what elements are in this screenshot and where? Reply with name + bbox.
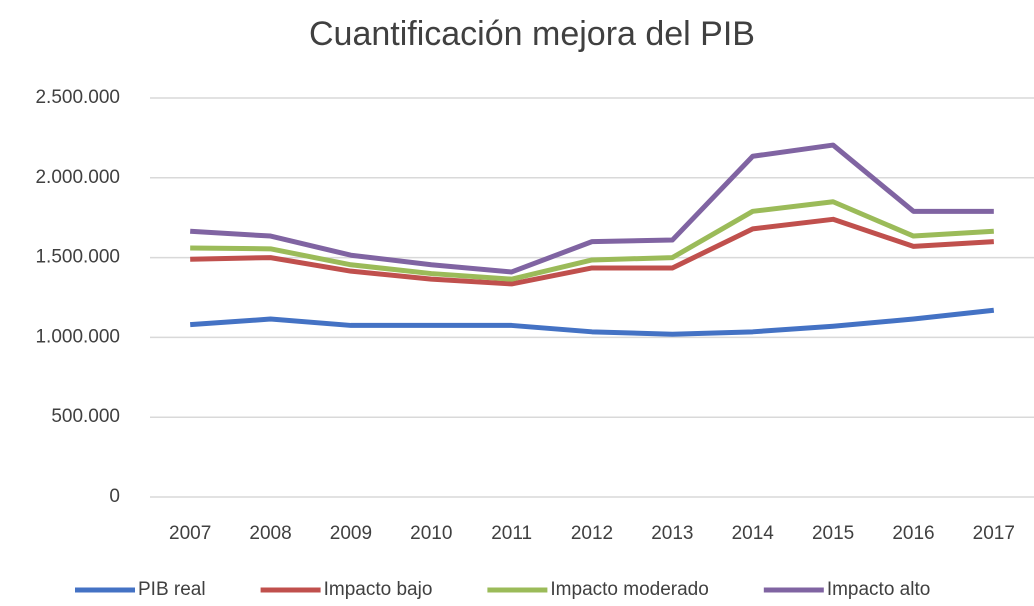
x-tick-label: 2017 bbox=[973, 523, 1015, 544]
y-tick-label: 2.500.000 bbox=[35, 87, 120, 108]
x-tick-label: 2009 bbox=[330, 523, 372, 544]
legend-label: PIB real bbox=[138, 579, 206, 600]
x-tick-label: 2008 bbox=[249, 523, 291, 544]
legend-label: Impacto alto bbox=[827, 579, 931, 600]
x-tick-label: 2007 bbox=[169, 523, 211, 544]
y-tick-label: 0 bbox=[109, 486, 120, 507]
series-line bbox=[190, 142, 994, 275]
x-tick-label: 2013 bbox=[651, 523, 693, 544]
x-tick-label: 2011 bbox=[491, 523, 532, 544]
legend-label: Impacto moderado bbox=[550, 579, 708, 600]
series-line bbox=[190, 199, 994, 282]
series-line bbox=[190, 216, 994, 287]
y-tick-label: 500.000 bbox=[51, 406, 120, 427]
y-tick-label: 1.000.000 bbox=[35, 326, 120, 347]
x-tick-label: 2015 bbox=[812, 523, 854, 544]
chart-title: Cuantificación mejora del PIB bbox=[309, 15, 755, 53]
x-tick-label: 2012 bbox=[571, 523, 613, 544]
series-line bbox=[190, 307, 995, 337]
y-tick-label: 1.500.000 bbox=[35, 247, 120, 268]
legend-label: Impacto bajo bbox=[324, 579, 433, 600]
x-tick-label: 2014 bbox=[732, 523, 775, 544]
y-tick-label: 2.000.000 bbox=[35, 167, 120, 188]
x-tick-label: 2010 bbox=[410, 523, 452, 544]
x-tick-label: 2016 bbox=[892, 523, 934, 544]
